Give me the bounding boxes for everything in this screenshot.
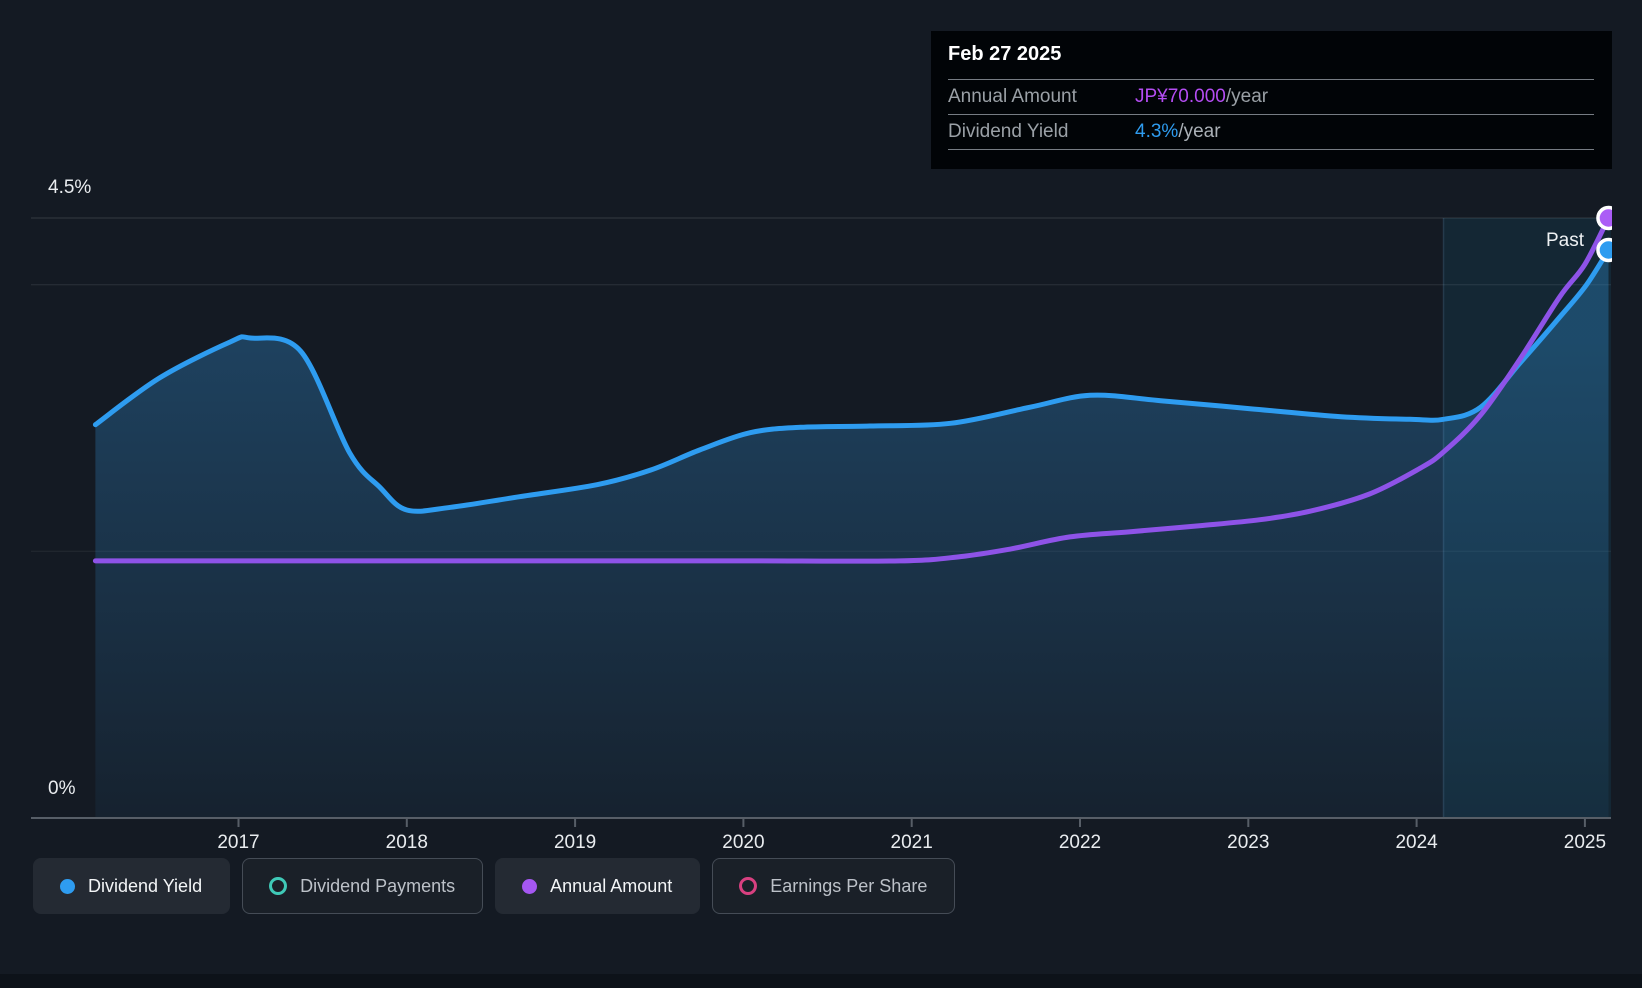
dividend-yield-area bbox=[95, 250, 1609, 818]
chart-tooltip: Feb 27 2025 Annual Amount JP¥70.000/year D… bbox=[931, 31, 1612, 169]
annual-amount-endpoint-marker bbox=[1596, 205, 1612, 231]
legend-button-label: Annual Amount bbox=[550, 875, 673, 896]
x-axis-label-2021: 2021 bbox=[890, 832, 933, 853]
dividend-yield-endpoint-marker bbox=[1596, 237, 1612, 263]
tooltip-row-suffix: /year bbox=[1178, 121, 1221, 142]
legend-button-earnings-per-share[interactable]: Earnings Per Share bbox=[712, 858, 956, 914]
y-axis-top-label: 4.5% bbox=[48, 177, 92, 198]
tooltip-separator bbox=[948, 149, 1594, 150]
x-axis-label-2019: 2019 bbox=[553, 832, 597, 853]
x-axis-label-2018: 2018 bbox=[385, 832, 428, 853]
tooltip-separator bbox=[948, 79, 1594, 80]
filled-dot-icon bbox=[522, 878, 538, 894]
tooltip-row-value: 4.3% bbox=[1135, 121, 1179, 142]
tooltip-row-dividend-yield: Dividend Yield 4.3%/year bbox=[931, 115, 1612, 149]
legend-button-annual-amount[interactable]: Annual Amount bbox=[495, 858, 701, 914]
past-region bbox=[1443, 218, 1611, 818]
tooltip-row-suffix: /year bbox=[1225, 86, 1269, 107]
tooltip-row-annual-amount: Annual Amount JP¥70.000/year bbox=[931, 80, 1612, 114]
filled-dot-icon bbox=[60, 878, 75, 894]
legend-button-label: Dividend Yield bbox=[88, 875, 203, 896]
x-axis-label-2025: 2025 bbox=[1563, 832, 1607, 853]
legend-button-dividend-payments[interactable]: Dividend Payments bbox=[242, 858, 484, 914]
ring-icon bbox=[269, 877, 288, 895]
dividend-yield-line bbox=[92, 247, 1611, 514]
ring-icon bbox=[739, 877, 758, 895]
x-axis-label-2023: 2023 bbox=[1227, 832, 1270, 853]
chart-legend: Dividend Yield Dividend Payments Annual Am… bbox=[33, 858, 956, 914]
bottom-strip bbox=[0, 974, 1642, 988]
x-axis-label-2017: 2017 bbox=[217, 832, 260, 853]
x-axis-label-2022: 2022 bbox=[1058, 832, 1102, 853]
tooltip-row-value: JP¥70.000 bbox=[1135, 86, 1226, 107]
past-region-label: Past bbox=[1546, 230, 1585, 251]
x-axis-label-2020: 2020 bbox=[722, 832, 765, 853]
x-axis-label-2024: 2024 bbox=[1395, 832, 1438, 853]
legend-button-label: Dividend Payments bbox=[300, 875, 456, 896]
tooltip-row-label: Dividend Yield bbox=[948, 121, 1069, 142]
annual-amount-line bbox=[92, 215, 1611, 564]
tooltip-date: Feb 27 2025 bbox=[948, 43, 1062, 65]
legend-button-label: Earnings Per Share bbox=[770, 875, 928, 896]
y-axis-bottom-label: 0% bbox=[48, 778, 76, 799]
legend-button-dividend-yield[interactable]: Dividend Yield bbox=[33, 858, 231, 914]
tooltip-separator bbox=[948, 114, 1594, 115]
tooltip-row-label: Annual Amount bbox=[948, 86, 1077, 107]
